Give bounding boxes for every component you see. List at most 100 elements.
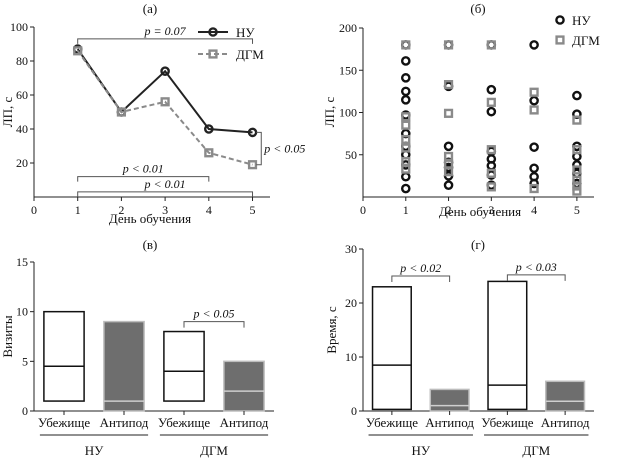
panel-d-box-chart: (г) 0 10 20 30 Время, с Убежище Антипод Убежище А… <box>324 237 594 458</box>
panel-a-line-chart: (а) 0 1 2 3 4 5 20 40 60 80 100 День обучения ЛП, с НУ… <box>0 1 305 226</box>
data-point-dgm <box>160 97 170 107</box>
category-label: Убежище <box>158 415 211 430</box>
group-label: ДГМ <box>522 443 550 458</box>
x-tick-label: 1 <box>75 203 81 217</box>
box-bar <box>487 280 528 411</box>
data-point-dgm <box>486 97 496 107</box>
box-bar <box>103 320 145 412</box>
data-point-nu <box>443 141 454 152</box>
y-axis-label: ЛП, с <box>0 97 15 128</box>
data-point-dgm <box>443 80 454 90</box>
box-bar <box>371 286 412 411</box>
group-label: НУ <box>85 443 104 458</box>
data-point-nu <box>486 106 497 117</box>
data-point-nu <box>529 40 539 50</box>
group-label: ДГМ <box>200 443 228 458</box>
data-point-nu <box>400 95 411 105</box>
y-tick-label: 150 <box>339 63 357 77</box>
box-bar <box>545 380 586 412</box>
panel-c-box-chart: (в) 0 5 10 15 Визиты Убежище Антипод Убежище Анти… <box>0 237 274 458</box>
data-point-dgm <box>401 143 411 153</box>
y-tick-label: 20 <box>16 156 28 170</box>
p-value-label: p < 0.01 <box>122 162 164 176</box>
category-label: Убежище <box>366 415 419 430</box>
data-point-nu <box>400 183 411 194</box>
data-point-nu <box>443 180 454 190</box>
legend-marker-nu <box>555 15 565 25</box>
data-point-dgm <box>401 164 411 174</box>
y-tick-label: 30 <box>345 242 357 256</box>
y-axis-label: Визиты <box>0 315 15 357</box>
box-bar <box>223 360 265 412</box>
y-tick-label: 10 <box>345 350 357 364</box>
data-point-dgm <box>401 112 411 122</box>
data-point-nu <box>204 124 214 134</box>
data-point-dgm <box>73 46 83 56</box>
x-tick-label: 2 <box>446 203 452 217</box>
data-point-nu <box>486 84 497 95</box>
p-value-label: p < 0.05 <box>263 142 305 156</box>
significance-bracket <box>77 38 254 44</box>
p-value-label: p < 0.01 <box>144 177 186 191</box>
y-tick-label: 5 <box>22 354 28 368</box>
data-point-dgm <box>572 115 582 125</box>
data-point-dgm <box>486 168 496 178</box>
significance-bracket <box>506 274 566 281</box>
p-value-label: p = 0.07 <box>144 24 187 38</box>
data-point-nu <box>247 127 258 138</box>
data-point-dgm <box>401 120 411 130</box>
panel-title: (а) <box>143 1 157 16</box>
data-point-dgm <box>529 105 539 115</box>
y-tick-label: 10 <box>16 305 28 319</box>
data-point-nu <box>529 95 539 106</box>
group-label: НУ <box>411 443 430 458</box>
category-label: Антипод <box>425 415 474 430</box>
box-bar <box>429 388 470 412</box>
data-point-nu <box>486 160 497 171</box>
p-value-label: p < 0.05 <box>192 307 234 321</box>
y-axis-label: Время, с <box>324 306 339 354</box>
data-point-dgm <box>572 165 582 175</box>
y-tick-label: 0 <box>22 404 28 418</box>
data-point-dgm <box>572 181 582 191</box>
x-tick-label: 0 <box>360 203 366 217</box>
data-point-dgm <box>572 145 582 155</box>
data-point-nu <box>400 171 411 182</box>
data-point-nu <box>529 178 539 189</box>
significance-bracket <box>77 191 254 197</box>
box-bar <box>163 330 205 402</box>
legend-marker-nu <box>208 27 218 37</box>
data-point-dgm <box>529 183 539 194</box>
data-point-dgm <box>247 160 258 170</box>
y-tick-label: 100 <box>339 106 357 120</box>
panel-title: (б) <box>470 1 485 16</box>
data-point-nu <box>400 86 411 97</box>
data-point-nu <box>529 163 539 174</box>
legend-label: НУ <box>572 13 591 28</box>
data-point-dgm <box>572 186 582 196</box>
category-label: Убежище <box>481 415 534 430</box>
significance-bracket <box>183 321 245 328</box>
x-tick-label: 1 <box>403 203 409 217</box>
x-axis-label: День обучения <box>109 211 191 226</box>
x-tick-label: 3 <box>162 203 168 217</box>
data-point-dgm <box>116 107 127 117</box>
panel-title: (г) <box>471 237 485 252</box>
legend-marker-dgm <box>555 35 565 45</box>
y-tick-label: 200 <box>339 21 357 35</box>
y-tick-label: 20 <box>345 296 357 310</box>
legend-marker-dgm <box>208 49 218 59</box>
y-tick-label: 15 <box>16 255 28 269</box>
significance-bracket <box>391 275 451 282</box>
data-point-dgm <box>529 87 539 97</box>
y-tick-label: 100 <box>10 20 28 34</box>
x-tick-label: 4 <box>531 203 537 217</box>
p-value-label: p < 0.02 <box>399 261 441 275</box>
p-value-label: p < 0.03 <box>515 260 557 274</box>
data-point-dgm <box>443 108 454 118</box>
x-tick-label: 4 <box>206 203 212 217</box>
y-tick-label: 0 <box>351 404 357 418</box>
data-point-dgm <box>401 134 411 145</box>
x-tick-label: 0 <box>31 203 37 217</box>
